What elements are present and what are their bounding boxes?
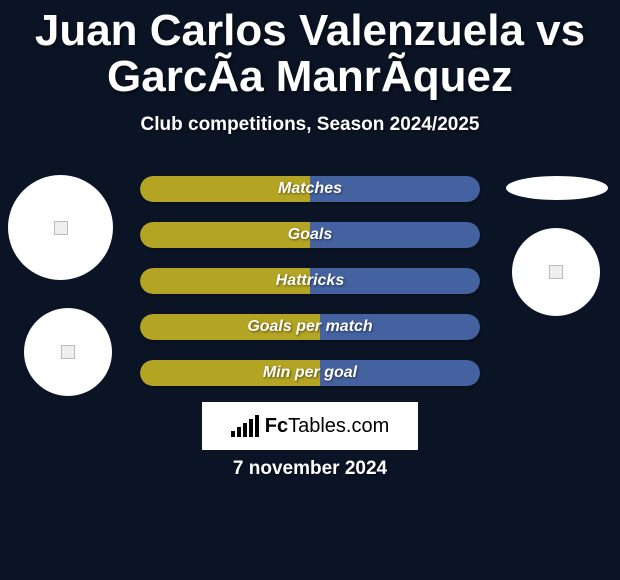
- date: 7 november 2024: [0, 458, 620, 480]
- stat-bar: 2Goals: [140, 222, 480, 248]
- brand-text: FcTables.com: [265, 415, 390, 438]
- stat-bar: 7Matches: [140, 176, 480, 202]
- stat-bar: 0Hattricks: [140, 268, 480, 294]
- player-left-avatar-1: [8, 175, 113, 280]
- stat-bar: 0.29Goals per match: [140, 314, 480, 340]
- image-placeholder-icon: [54, 221, 68, 235]
- fctables-logo-icon: [231, 415, 259, 437]
- player-left-avatar-2: [24, 308, 112, 396]
- player-right-avatars: [500, 176, 608, 316]
- stat-bar-label: Goals per match: [140, 314, 480, 340]
- subtitle: Club competitions, Season 2024/2025: [0, 114, 620, 136]
- player-left-avatars: [8, 175, 113, 396]
- stat-bar: 315Min per goal: [140, 360, 480, 386]
- page-title: Juan Carlos Valenzuela vs GarcÃ­a ManrÃ­…: [0, 0, 620, 100]
- stat-bar-label: Hattricks: [140, 268, 480, 294]
- stat-bar-label: Goals: [140, 222, 480, 248]
- image-placeholder-icon: [61, 345, 75, 359]
- brand-box: FcTables.com: [202, 402, 418, 450]
- image-placeholder-icon: [549, 265, 563, 279]
- player-right-avatar-2: [512, 228, 600, 316]
- comparison-bars: 7Matches 2Goals 0Hattricks 0.29Goals per ma…: [140, 176, 480, 406]
- stat-bar-label: Min per goal: [140, 360, 480, 386]
- stat-bar-label: Matches: [140, 176, 480, 202]
- player-right-oval: [506, 176, 608, 200]
